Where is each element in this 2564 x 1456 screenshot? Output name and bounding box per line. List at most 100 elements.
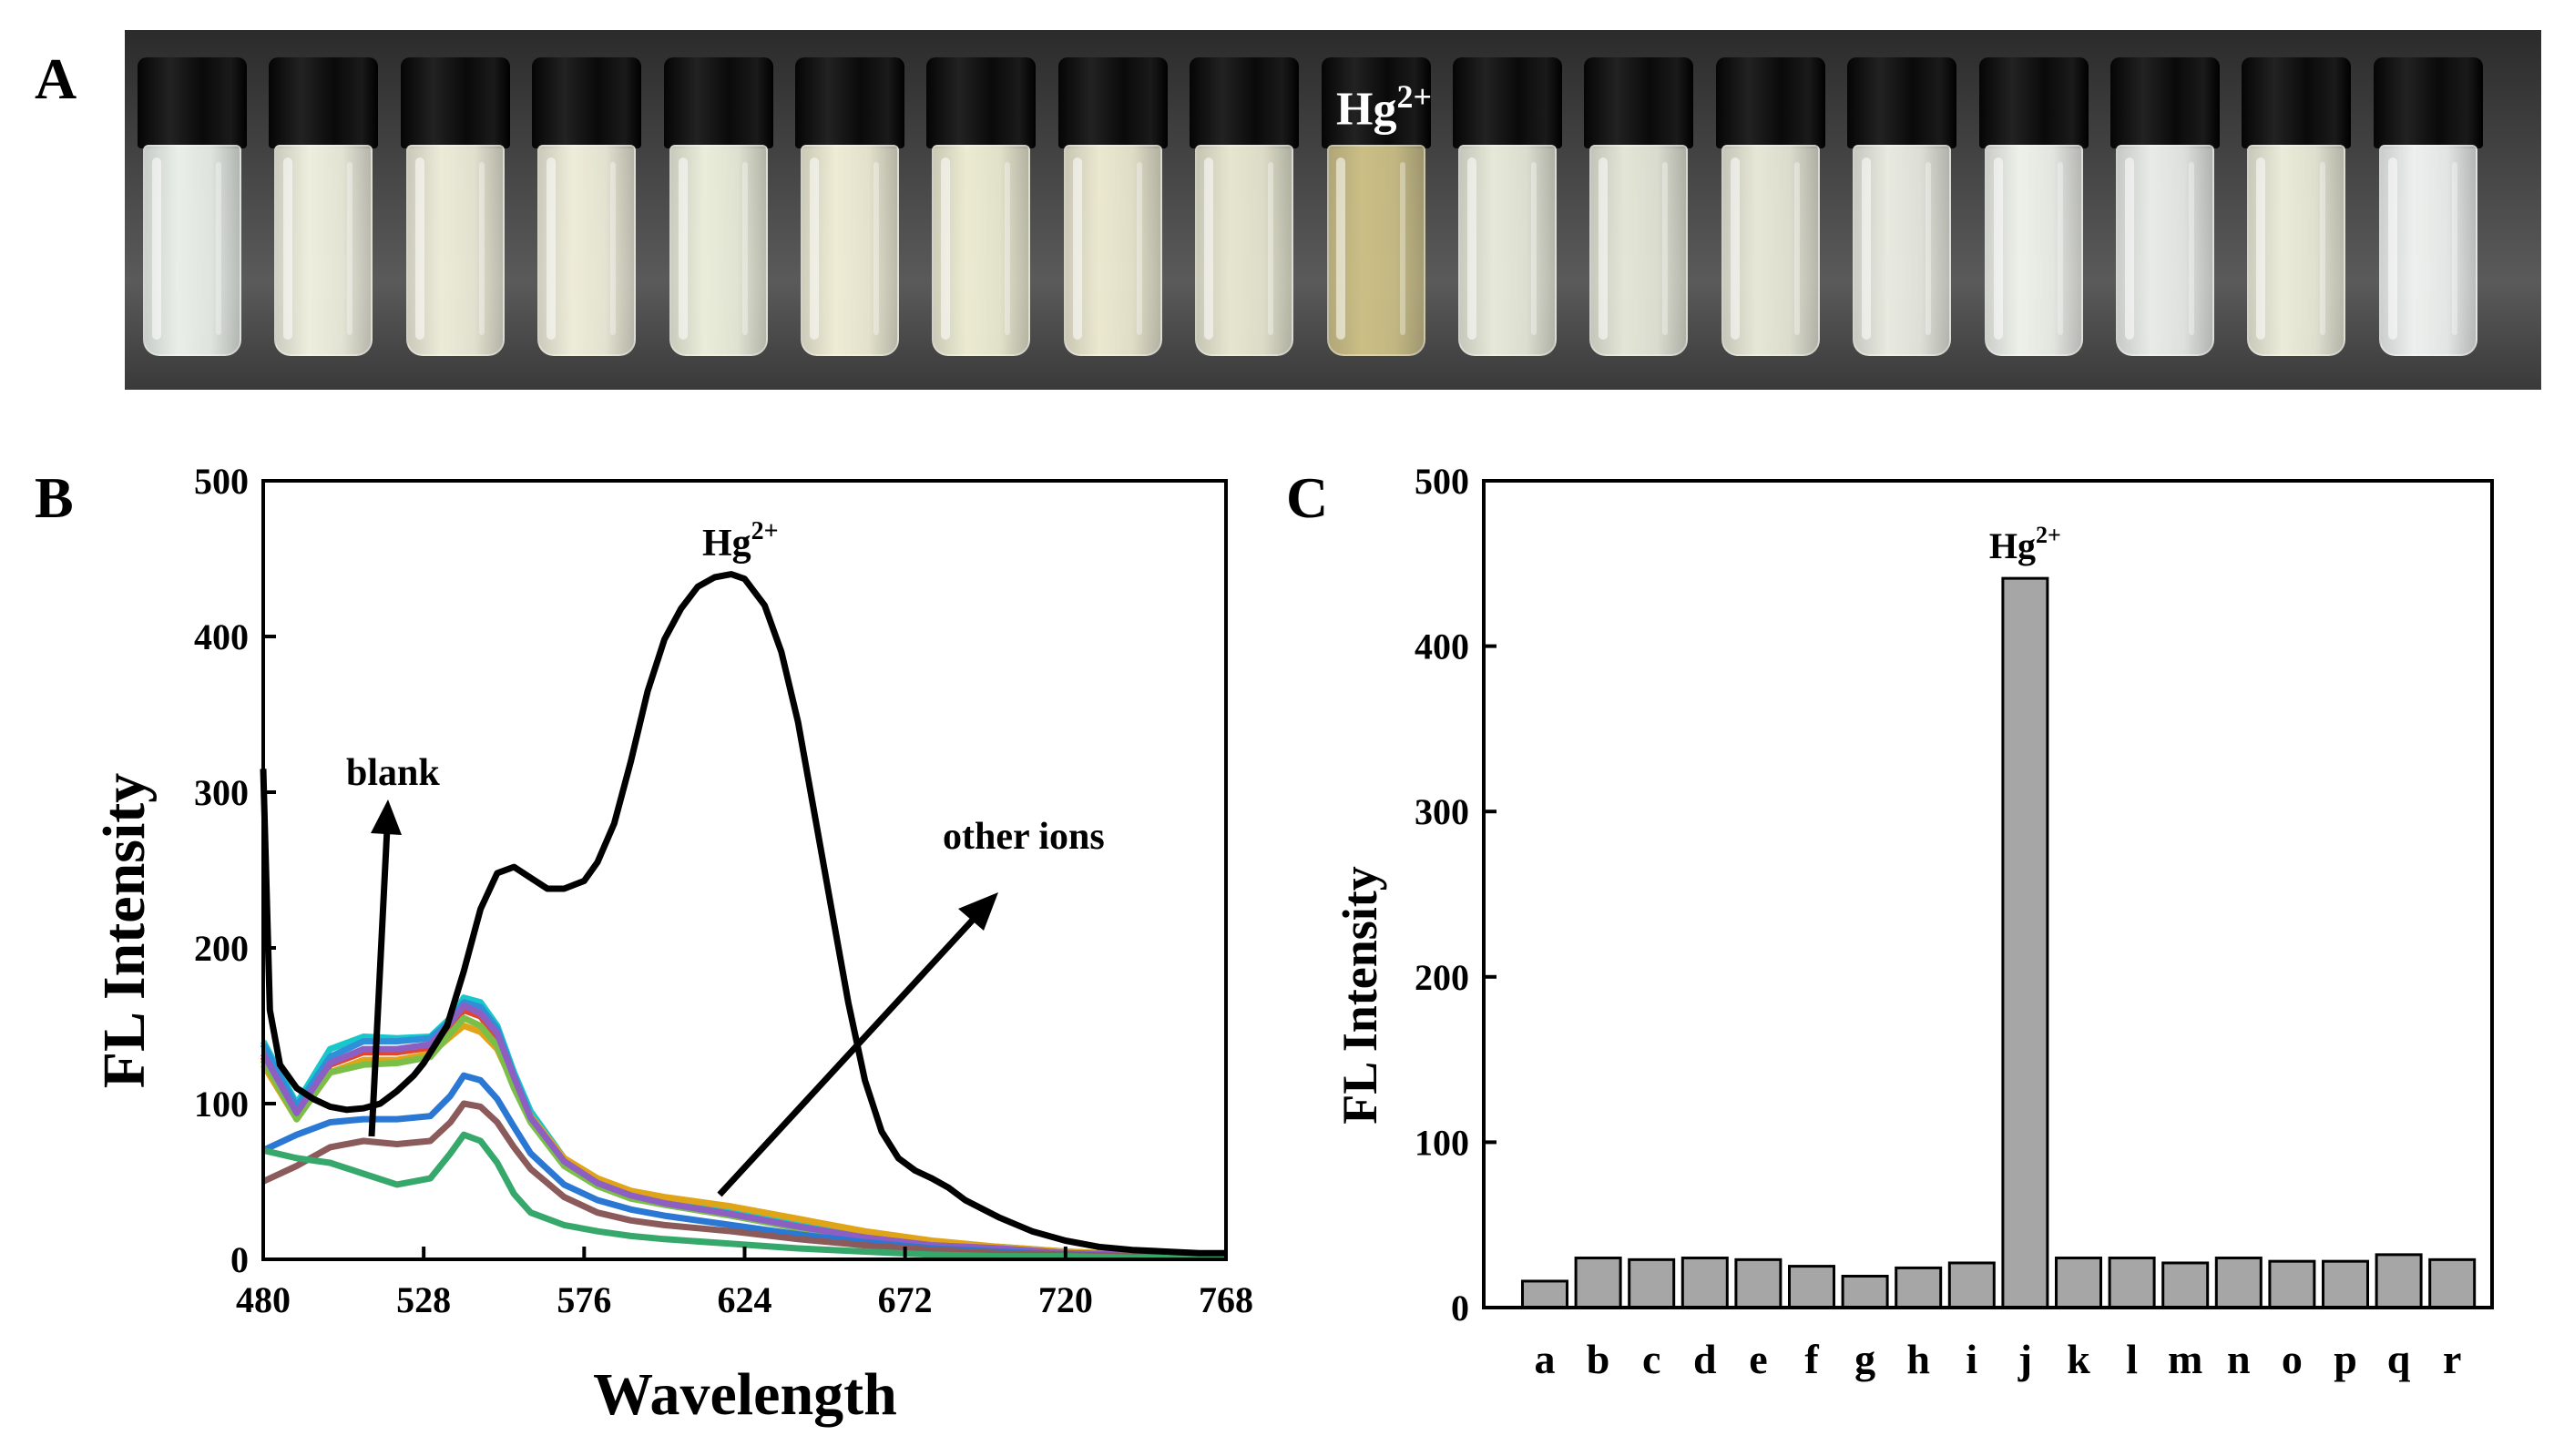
bar-i: [1947, 1261, 1996, 1309]
bar-j: [2001, 576, 2049, 1309]
b-blank-arrow: [368, 799, 402, 1137]
c-x-tick-label: g: [1854, 1336, 1875, 1382]
b-other-ions-annotation: other ions: [943, 816, 1105, 858]
c-y-tick-label: 400: [1415, 626, 1469, 667]
c-y-tick-label: 100: [1415, 1122, 1469, 1163]
bar-l: [2108, 1257, 2156, 1309]
b-x-tick-label: 528: [396, 1279, 451, 1320]
b-x-tick-label: 576: [557, 1279, 611, 1320]
b-x-tick-label: 720: [1038, 1279, 1093, 1320]
c-x-tick-label: r: [2443, 1336, 2461, 1382]
bar-g: [1841, 1274, 1889, 1309]
b-ylabel: FL Intensity: [91, 773, 158, 1089]
vial-cap: [1715, 57, 1825, 148]
vial-cap: [1847, 57, 1957, 148]
b-hg-annotation: Hg2+: [702, 517, 779, 565]
vial: [926, 57, 1037, 362]
vial: [2373, 57, 2483, 362]
c-hg-annotation: Hg2+: [1989, 522, 2061, 566]
b-y-tick-label: 300: [194, 772, 249, 813]
b-x-tick-label: 672: [878, 1279, 933, 1320]
vial: [1321, 57, 1431, 362]
bar-n: [2214, 1257, 2263, 1309]
other-ion-series-line: [261, 1100, 1227, 1261]
c-y-tick-label: 500: [1415, 461, 1469, 502]
bar-b: [1574, 1257, 1622, 1309]
vial-cap: [1321, 57, 1431, 148]
vials-photo: Hg2+: [125, 30, 2541, 390]
c-ylabel: FL Intensity: [1333, 866, 1387, 1125]
c-x-tick-label: f: [1804, 1336, 1819, 1382]
c-y-tick-label: 300: [1415, 791, 1469, 832]
c-x-tick-label: h: [1906, 1336, 1930, 1382]
spectra-chart: 480 528 576 624 672 720 768 0 100 200 300 400 500 Wa…: [91, 461, 1253, 1428]
bar-e: [1734, 1257, 1783, 1309]
vial-cap: [138, 57, 247, 148]
c-x-tick-label: n: [2227, 1336, 2251, 1382]
panel-label-b: B: [35, 465, 74, 530]
b-y-tick-label: 400: [194, 616, 249, 657]
vial-cap: [795, 57, 904, 148]
vial-cap: [1057, 57, 1168, 148]
b-other-ions-arrow: [717, 892, 998, 1197]
b-x-tick-label: 624: [718, 1279, 772, 1320]
c-x-tick-label: d: [1693, 1336, 1717, 1382]
vial-cap: [532, 57, 642, 148]
c-x-tick-label: b: [1587, 1336, 1610, 1382]
c-x-tick-label: q: [2387, 1336, 2411, 1382]
bar-o: [2268, 1259, 2316, 1309]
bar-q: [2375, 1253, 2423, 1309]
vial: [1715, 57, 1825, 362]
b-y-tick-label: 200: [194, 928, 249, 969]
hg-series-line: [260, 571, 1226, 1257]
b-x-tick-label: 480: [236, 1279, 291, 1320]
vial: [1057, 57, 1168, 362]
vial: [2110, 57, 2220, 362]
b-xlabel: Wavelength: [593, 1361, 897, 1428]
vial-cap: [2110, 57, 2220, 148]
other-ion-series-line: [262, 1131, 1226, 1261]
c-x-tick-label: p: [2334, 1336, 2357, 1382]
c-plot-frame: [1482, 479, 2494, 1309]
c-x-tick-label: m: [2168, 1336, 2202, 1382]
c-x-tick-label: i: [1966, 1336, 1977, 1382]
panel-label-a: A: [35, 46, 77, 111]
vial: [795, 57, 904, 362]
bar-f: [1788, 1265, 1835, 1309]
vial: [1453, 57, 1562, 362]
c-y-tick-label: 0: [1451, 1288, 1469, 1329]
vial-cap: [269, 57, 379, 148]
c-x-tick-label: k: [2067, 1336, 2090, 1382]
vial: [663, 57, 773, 362]
b-y-tick-label: 500: [194, 461, 249, 502]
vial: [269, 57, 379, 362]
intensity-bar-chart: a b c d e f g h i j k l m n o p q r 0 100 200 300 400 500 FL In…: [1333, 461, 2494, 1382]
hg-photo-label: Hg2+: [1336, 78, 1432, 136]
c-x-tick-label: e: [1749, 1336, 1767, 1382]
c-x-tick-label: j: [2017, 1336, 2032, 1382]
vial-cap: [1453, 57, 1562, 148]
vial: [1978, 57, 2089, 362]
vial-cap: [400, 57, 510, 148]
bar-c: [1628, 1257, 1676, 1309]
vial: [1190, 57, 1300, 362]
vial: [1584, 57, 1694, 362]
vial-cap: [2242, 57, 2352, 148]
bar-d: [1680, 1257, 1729, 1309]
vial-cap: [1190, 57, 1300, 148]
vial: [2242, 57, 2352, 362]
b-y-tick-label: 0: [230, 1239, 249, 1280]
vial: [1847, 57, 1957, 362]
vial: [138, 57, 247, 362]
vial-cap: [1584, 57, 1694, 148]
b-y-tick-label: 100: [194, 1084, 249, 1125]
bar-a: [1521, 1279, 1568, 1309]
bar-k: [2055, 1257, 2102, 1309]
b-x-tick-label: 768: [1199, 1279, 1253, 1320]
c-x-tick-label: o: [2282, 1336, 2303, 1382]
c-y-tick-label: 200: [1415, 957, 1469, 998]
vial-cap: [663, 57, 773, 148]
bar-p: [2322, 1259, 2369, 1309]
vial-cap: [1978, 57, 2089, 148]
c-x-tick-label: l: [2126, 1336, 2138, 1382]
